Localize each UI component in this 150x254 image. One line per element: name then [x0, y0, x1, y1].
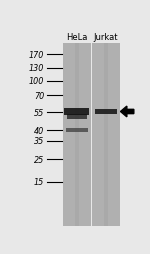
- Text: Jurkat: Jurkat: [94, 33, 118, 42]
- Text: 40: 40: [34, 126, 44, 135]
- Text: 70: 70: [34, 91, 44, 101]
- Bar: [66, 128, 88, 132]
- Bar: [67, 115, 87, 119]
- Bar: [63, 44, 91, 226]
- Text: 170: 170: [29, 51, 44, 59]
- Bar: [104, 44, 108, 226]
- Text: 100: 100: [29, 77, 44, 86]
- Bar: [64, 108, 89, 116]
- Text: 55: 55: [34, 108, 44, 118]
- Text: HeLa: HeLa: [66, 33, 88, 42]
- Bar: [92, 44, 120, 226]
- FancyArrow shape: [120, 107, 134, 117]
- Text: 25: 25: [34, 155, 44, 164]
- Bar: [75, 44, 79, 226]
- Text: 35: 35: [34, 136, 44, 146]
- Text: 130: 130: [29, 64, 44, 73]
- Text: 15: 15: [34, 178, 44, 186]
- Bar: [95, 109, 117, 115]
